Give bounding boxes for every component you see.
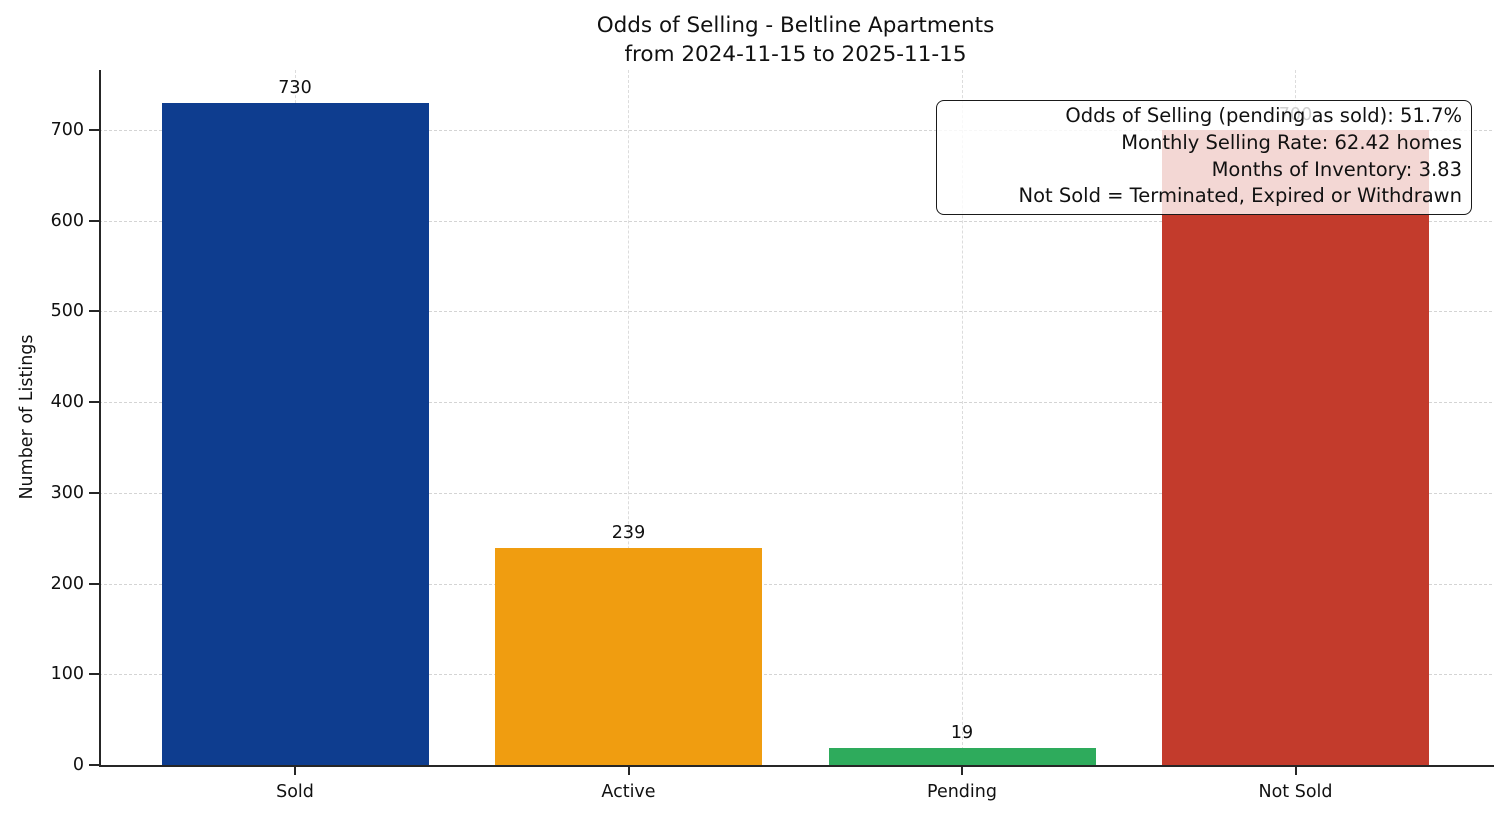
y-tick-label: 0 [72,755,84,775]
gridline-horizontal [99,129,1492,131]
gridline-vertical [961,70,963,765]
y-tick-label: 300 [50,482,84,503]
chart-title-block: Odds of Selling - Beltline Apartments fr… [99,11,1492,69]
y-axis-spine [99,70,101,767]
bar-not-sold [1162,129,1429,765]
annotation-not-sold-definition: Not Sold = Terminated, Expired or Withdr… [1018,184,1462,208]
y-tick-mark [89,128,99,131]
y-tick-mark [89,673,99,676]
y-tick-label: 500 [50,301,84,322]
gridline-horizontal [99,492,1492,494]
y-tick-mark [89,491,99,494]
gridline-horizontal [99,583,1492,585]
gridline-horizontal [99,674,1492,676]
bar-value-label-active: 239 [611,523,646,544]
x-tick-label-sold: Sold [276,782,314,802]
bar-value-label-pending: 19 [950,722,974,743]
annotation-odds-of-selling: Odds of Selling (pending as sold): 51.7% [1065,104,1462,127]
bar-value-label-sold: 730 [278,77,312,98]
annotation-monthly-selling-rate: Monthly Selling Rate: 62.42 homes [1121,130,1462,154]
y-tick-mark [89,219,99,222]
y-tick-mark [89,764,99,766]
bar-sold [161,102,429,765]
y-tick-label: 200 [50,573,84,594]
y-tick-label: 100 [50,664,84,685]
y-tick-label: 400 [50,392,84,413]
y-axis-label: Number of Listings [17,334,37,500]
y-tick-label: 600 [50,210,84,231]
x-tick-mark [627,767,630,775]
x-tick-mark [294,767,296,775]
x-axis-spine [99,765,1494,767]
bar-pending [828,747,1096,765]
gridline-vertical [628,70,629,765]
x-tick-label-active: Active [601,782,656,802]
gridline-horizontal [99,402,1492,404]
x-tick-label-not-sold: Not Sold [1258,782,1333,802]
x-tick-mark [961,767,963,775]
y-tick-mark [89,582,99,585]
plot-area: 730 Sold 239 Active 19 Pending 700 Not Sold 0 100… [51,70,1494,802]
y-tick-label: 700 [50,119,84,140]
y-tick-mark [89,401,99,404]
annotation-box: Odds of Selling (pending as sold): 51.7%… [936,100,1472,216]
gridline-horizontal [99,311,1492,313]
gridline-horizontal [99,220,1492,222]
annotation-months-of-inventory: Months of Inventory: 3.83 [1211,157,1462,181]
x-tick-label-pending: Pending [927,782,997,802]
chart-title: Odds of Selling - Beltline Apartments [596,13,995,38]
y-tick-mark [89,310,99,313]
bar-active [495,548,762,765]
x-tick-mark [1294,767,1297,775]
chart-subtitle: from 2024-11-15 to 2025-11-15 [624,42,967,67]
